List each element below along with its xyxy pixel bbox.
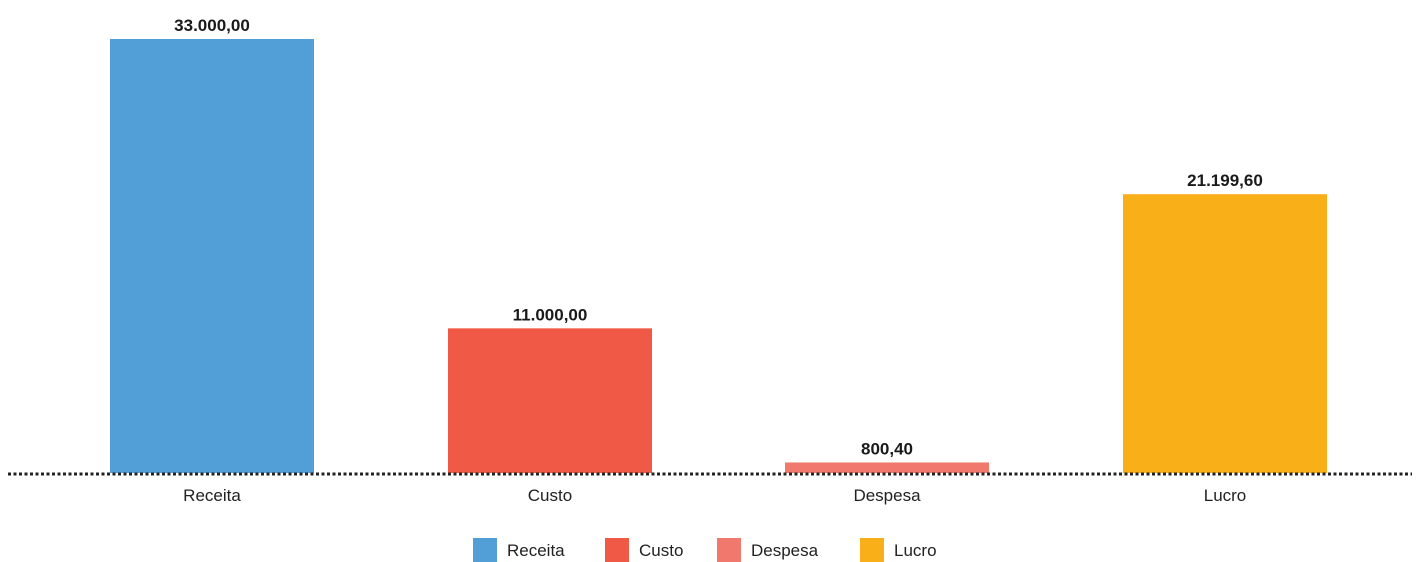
bar-lucro bbox=[1123, 194, 1327, 473]
data-label-receita: 33.000,00 bbox=[174, 16, 250, 35]
legend-swatch-custo bbox=[605, 538, 629, 562]
legend: Receita Custo Despesa Lucro bbox=[473, 538, 937, 562]
legend-label-lucro: Lucro bbox=[894, 541, 937, 560]
tick-label-despesa: Despesa bbox=[853, 486, 921, 505]
data-labels-group: 33.000,00 11.000,00 800,40 21.199,60 bbox=[174, 16, 1263, 458]
bars-group bbox=[110, 39, 1327, 473]
legend-label-custo: Custo bbox=[639, 541, 683, 560]
bar-receita bbox=[110, 39, 314, 473]
x-axis-tick-labels: Receita Custo Despesa Lucro bbox=[183, 486, 1246, 505]
bar-custo bbox=[448, 328, 652, 473]
data-label-lucro: 21.199,60 bbox=[1187, 171, 1263, 190]
legend-swatch-receita bbox=[473, 538, 497, 562]
data-label-custo: 11.000,00 bbox=[513, 305, 588, 324]
legend-swatch-lucro bbox=[860, 538, 884, 562]
bar-despesa bbox=[785, 462, 989, 473]
legend-label-receita: Receita bbox=[507, 541, 565, 560]
legend-swatch-despesa bbox=[717, 538, 741, 562]
data-label-despesa: 800,40 bbox=[861, 439, 913, 458]
tick-label-lucro: Lucro bbox=[1204, 486, 1247, 505]
legend-label-despesa: Despesa bbox=[751, 541, 819, 560]
tick-label-custo: Custo bbox=[528, 486, 572, 505]
tick-label-receita: Receita bbox=[183, 486, 241, 505]
